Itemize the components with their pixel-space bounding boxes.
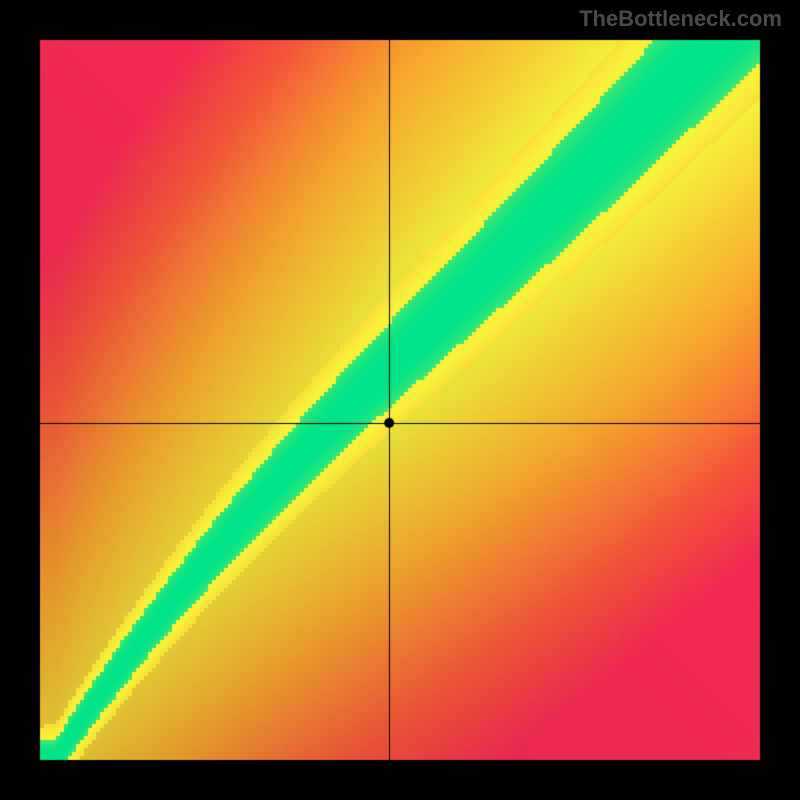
chart-container: TheBottleneck.com [0, 0, 800, 800]
watermark-label: TheBottleneck.com [579, 6, 782, 32]
bottleneck-heatmap [0, 0, 800, 800]
